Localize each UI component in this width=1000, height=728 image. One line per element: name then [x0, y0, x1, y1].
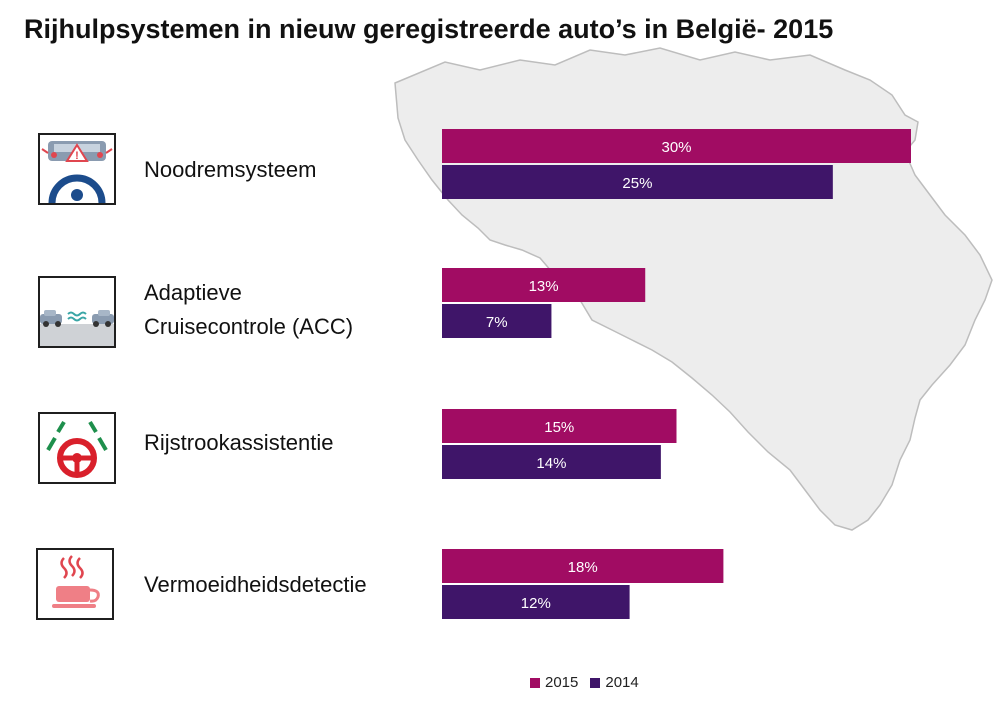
fatigue-detection-icon	[36, 548, 114, 620]
legend-swatch-2014	[590, 677, 601, 688]
bar-value-label-2014-2: 7%	[486, 314, 508, 331]
bar-2015-1	[442, 129, 911, 163]
bar-2014-4	[442, 585, 630, 619]
bar-value-label-2014-4: 12%	[521, 595, 551, 612]
emergency-brake-icon: !	[38, 133, 116, 205]
svg-text:!: !	[75, 150, 79, 162]
category-label-line: Rijstrookassistentie	[144, 430, 334, 455]
bar-2014-1	[442, 165, 833, 199]
bar-2014-2	[442, 304, 552, 338]
bar-value-label-2015-2: 13%	[529, 278, 559, 295]
legend-item-2014: 2014	[590, 674, 639, 691]
bar-value-label-2015-1: 30%	[661, 139, 691, 156]
legend: 2015 2014	[530, 674, 639, 691]
bar-2015-4	[442, 549, 724, 583]
lane-assist-icon	[38, 412, 116, 484]
legend-label-2015: 2015	[545, 674, 579, 691]
legend-label-2014: 2014	[605, 674, 639, 691]
category-label-line: Adaptieve	[144, 280, 242, 305]
legend-swatch-2015	[530, 677, 540, 688]
category-label-vermoeidheidsdetectie: Vermoeidheidsdetectie	[144, 568, 367, 602]
category-label-rijstrookassistentie: Rijstrookassistentie	[144, 426, 334, 460]
category-label-noodremsysteem: Noodremsysteem	[144, 153, 316, 187]
legend-item-2015: 2015	[530, 674, 578, 691]
category-label-line: Noodremsysteem	[144, 157, 317, 182]
category-label-acc: Adaptieve Cruisecontrole (ACC)	[144, 276, 353, 344]
bar-2015-2	[442, 268, 646, 302]
adaptive-cruise-control-icon	[38, 276, 116, 348]
bar-2015-3	[442, 409, 677, 443]
category-label-line: Vermoeidheidsdetectie	[144, 572, 367, 597]
bar-value-label-2014-3: 14%	[536, 455, 566, 472]
bar-value-label-2014-1: 25%	[622, 175, 652, 192]
category-label-line: Cruisecontrole (ACC)	[144, 314, 354, 339]
bar-value-label-2015-4: 18%	[568, 559, 598, 576]
bar-value-label-2015-3: 15%	[544, 419, 574, 436]
chart-title: Rijhulpsystemen in nieuw geregistreerde …	[24, 14, 834, 44]
bar-2014-3	[442, 445, 661, 479]
